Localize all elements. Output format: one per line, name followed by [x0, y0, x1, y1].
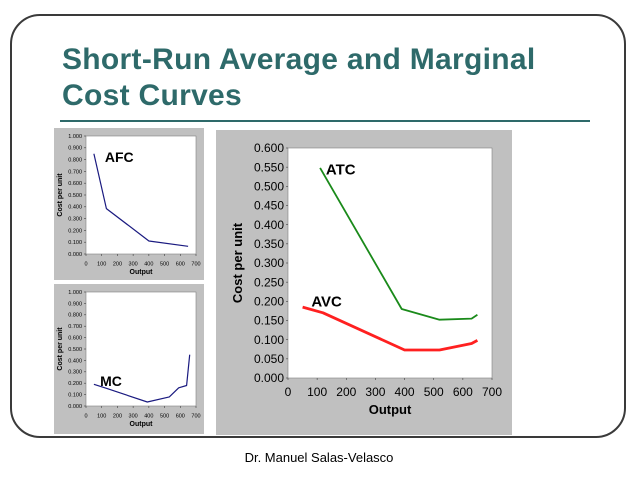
x-tick-label: 500: [160, 414, 169, 420]
y-tick-label: 0.000: [68, 404, 82, 410]
y-tick-label: 0.450: [254, 199, 284, 213]
x-tick-label: 500: [160, 262, 169, 268]
y-tick-label: 0.150: [254, 314, 284, 328]
y-tick-label: 0.250: [254, 275, 284, 289]
x-axis-label: Output: [130, 421, 154, 428]
y-tick-label: 0.050: [254, 352, 284, 366]
y-tick-label: 0.350: [254, 237, 284, 251]
y-tick-label: 0.100: [68, 393, 82, 399]
y-tick-label: 0.550: [254, 160, 284, 174]
afc-chart-panel: 0.000 0.100 0.200 0.300 0.400 0.500 0.600 0.700…: [54, 128, 204, 280]
y-tick-label: 0.500: [254, 180, 284, 194]
y-tick-label: 0.200: [68, 381, 82, 387]
y-tick-label: 0.200: [254, 295, 284, 309]
x-axis-label: Output: [130, 269, 154, 276]
y-tick-label: 0.900: [68, 301, 82, 307]
y-tick-label: 0.200: [68, 228, 82, 234]
y-tick-label: 0.300: [254, 256, 284, 270]
y-tick-label: 0.300: [68, 370, 82, 376]
atc-series-line: [319, 167, 478, 321]
x-tick-label: 600: [176, 414, 185, 420]
y-tick-label: 0.800: [68, 158, 82, 164]
x-tick-label: 0: [285, 385, 292, 399]
afc-chart: 0.000 0.100 0.200 0.300 0.400 0.500 0.600 0.700…: [57, 134, 201, 276]
plot-area: [85, 291, 197, 407]
x-tick-label: 400: [395, 385, 415, 399]
x-tick-label: 0: [84, 414, 87, 420]
afc-series-line: [93, 153, 189, 247]
x-tick-label: 700: [482, 385, 502, 399]
x-tick-label: 300: [129, 414, 138, 420]
x-tick-label: 200: [113, 414, 122, 420]
x-tick-label: 200: [336, 385, 356, 399]
slide-title: Short-Run Average and Marginal Cost Curv…: [62, 43, 536, 112]
y-tick-label: 0.700: [68, 169, 82, 175]
mc-curve-label: MC: [100, 373, 122, 389]
y-tick-label: 0.400: [68, 358, 82, 364]
x-tick-label: 600: [176, 262, 185, 268]
y-tick-label: 0.100: [68, 240, 82, 246]
y-tick-label: 0.500: [68, 193, 82, 199]
footer-author: Dr. Manuel Salas-Velasco: [244, 450, 394, 465]
y-axis-label: Cost per unit: [57, 173, 64, 217]
y-tick-label: 1.000: [68, 290, 82, 296]
afc-curve-label: AFC: [105, 149, 134, 165]
y-tick-label: 1.000: [68, 134, 82, 140]
y-tick-label: 0.600: [254, 141, 284, 155]
y-axis-label: Cost per unit: [230, 222, 245, 303]
atc-curve-label: ATC: [326, 161, 356, 178]
y-axis-label: Cost per unit: [57, 327, 64, 371]
avc-curve-label: AVC: [311, 294, 342, 311]
y-tick-label: 0.600: [68, 336, 82, 342]
y-tick-label: 0.000: [254, 371, 284, 385]
y-tick-label: 0.600: [68, 181, 82, 187]
title-rule: [60, 120, 590, 122]
plot-area: [85, 135, 197, 255]
x-tick-label: 300: [129, 262, 138, 268]
x-tick-label: 400: [144, 262, 153, 268]
x-tick-label: 100: [307, 385, 327, 399]
y-tick-label: 0.100: [254, 333, 284, 347]
plot-area: [287, 147, 493, 379]
slide-frame: [10, 14, 626, 438]
y-tick-label: 0.400: [68, 205, 82, 211]
x-tick-label: 700: [191, 414, 200, 420]
x-tick-label: 600: [453, 385, 473, 399]
y-tick-label: 0.700: [68, 324, 82, 330]
y-tick-label: 0.400: [254, 218, 284, 232]
x-tick-label: 700: [191, 262, 200, 268]
x-tick-label: 100: [97, 414, 106, 420]
y-tick-label: 0.900: [68, 146, 82, 152]
x-tick-label: 400: [144, 414, 153, 420]
x-axis-label: Output: [369, 402, 412, 417]
y-tick-label: 0.300: [68, 217, 82, 223]
y-tick-label: 0.500: [68, 347, 82, 353]
avc-series-line: [302, 305, 479, 352]
x-tick-label: 200: [113, 262, 122, 268]
mc-chart-panel: 0.000 0.100 0.200 0.300 0.400 0.500 0.600 0.700…: [54, 284, 204, 434]
mc-series-line: [93, 354, 191, 403]
x-tick-label: 0: [84, 262, 87, 268]
y-tick-label: 0.000: [68, 252, 82, 258]
x-tick-label: 300: [365, 385, 385, 399]
x-tick-label: 100: [97, 262, 106, 268]
x-tick-label: 500: [424, 385, 444, 399]
atc-avc-chart-panel: 0.000 0.050 0.100 0.150 0.200 0.250 0.300 0.350…: [216, 130, 512, 435]
y-tick-label: 0.800: [68, 313, 82, 319]
mc-chart: 0.000 0.100 0.200 0.300 0.400 0.500 0.600 0.700…: [57, 290, 201, 428]
atc-avc-chart: 0.000 0.050 0.100 0.150 0.200 0.250 0.300 0.350…: [230, 141, 502, 417]
